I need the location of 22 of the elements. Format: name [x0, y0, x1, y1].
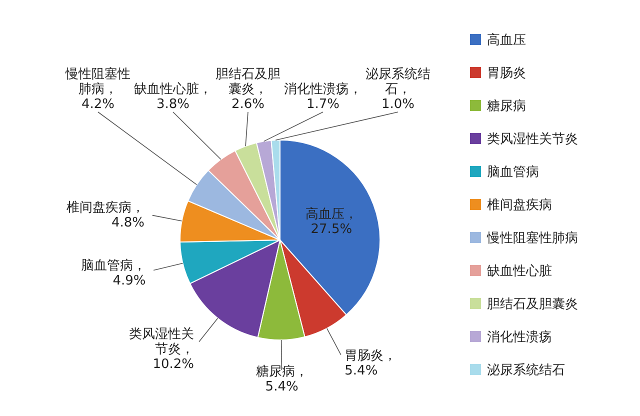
legend-label: 胆结石及胆囊炎: [487, 297, 578, 312]
legend-label: 糖尿病: [487, 99, 526, 114]
legend-label: 脑血管病: [487, 165, 539, 180]
data-label: 类风湿性关节炎，10.2%: [129, 326, 194, 372]
legend-label: 椎间盘疾病: [487, 198, 552, 213]
data-label: 糖尿病，5.4%: [256, 364, 308, 394]
data-label: 胃肠炎，5.4%: [344, 348, 397, 378]
legend-label: 类风湿性关节炎: [487, 132, 578, 147]
data-label: 胆结石及胆囊炎，2.6%: [216, 67, 280, 112]
legend-label: 泌尿系统结石: [487, 363, 565, 378]
data-label: 消化性溃疡，1.7%: [284, 82, 362, 112]
legend-label: 高血压: [487, 32, 526, 48]
data-label: 脑血管病，4.9%: [80, 258, 146, 289]
data-label: 泌尿系统结石，1.0%: [366, 67, 430, 112]
data-label: 高血压，27.5%: [305, 206, 358, 237]
legend-label: 缺血性心脏: [487, 263, 552, 279]
legend-label: 胃肠炎: [487, 66, 526, 81]
legend-label: 慢性阻塞性肺病: [486, 230, 578, 246]
data-label: 椎间盘疾病，4.8%: [66, 200, 145, 230]
data-label: 缺血性心脏，3.8%: [134, 81, 212, 112]
legend-label: 消化性溃疡: [487, 330, 552, 345]
data-label: 慢性阻塞性肺病，4.2%: [64, 66, 130, 112]
